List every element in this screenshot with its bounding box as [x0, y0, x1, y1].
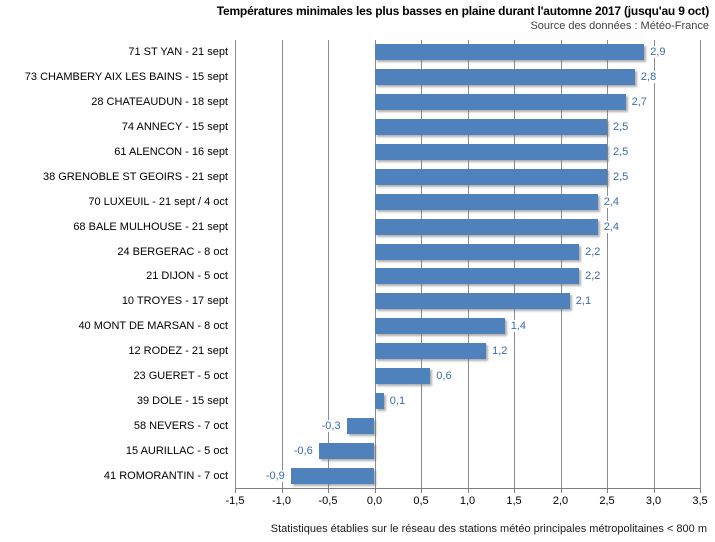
x-tick-label: 0,5: [413, 495, 429, 507]
gridline: [374, 40, 376, 488]
bar: [374, 168, 607, 185]
bar: [290, 467, 375, 484]
bar: [374, 368, 431, 384]
bar: [374, 293, 570, 310]
value-label: 2,1: [573, 295, 594, 308]
value-label: 2,5: [611, 145, 631, 158]
x-tick-mark: [653, 489, 655, 493]
category-label: 38 GRENOBLE ST GEOIRS - 21 sept: [42, 170, 228, 183]
value-label: 2,5: [611, 170, 631, 183]
x-tick-label: -1,0: [272, 495, 291, 507]
category-label: 70 LUXEUIL - 21 sept / 4 oct: [88, 195, 228, 208]
value-label: 2,2: [583, 245, 603, 258]
category-label: 39 DOLE - 15 sept: [136, 394, 228, 407]
x-tick-mark: [281, 489, 283, 493]
x-tick-mark: [700, 489, 701, 493]
chart-source: Source des données : Météo-France: [530, 20, 709, 32]
x-tick-label: 2,5: [599, 495, 615, 507]
x-tick-label: -0,5: [318, 495, 338, 507]
bar: [318, 442, 375, 459]
value-label: -0,6: [291, 444, 315, 457]
x-tick-label: 1,0: [459, 495, 476, 507]
bar: [374, 318, 505, 335]
gridline: [281, 40, 283, 488]
x-axis-line: [235, 488, 701, 489]
x-tick-mark: [421, 489, 422, 493]
gridline: [700, 40, 701, 488]
bar: [374, 343, 487, 360]
x-tick-mark: [235, 489, 236, 493]
x-tick-mark: [467, 489, 469, 493]
bar: [374, 144, 607, 160]
gridline: [235, 40, 236, 488]
value-label: 2,4: [601, 220, 621, 233]
gridline: [607, 40, 608, 488]
gridline: [421, 40, 422, 488]
category-axis: 71 ST YAN - 21 sept 73 CHAMBERY AIX LES B…: [0, 40, 235, 488]
value-label: 2,4: [601, 195, 621, 208]
category-label: 23 GUERET - 5 oct: [133, 369, 228, 382]
bar: [346, 417, 375, 434]
value-label: -0,9: [263, 469, 287, 482]
gridline: [514, 40, 515, 488]
value-label: 2,5: [611, 121, 631, 134]
x-tick-mark: [328, 489, 329, 493]
category-label: 68 BALE MULHOUSE - 21 sept: [73, 220, 228, 233]
value-label: 0,6: [434, 369, 454, 382]
bar: [374, 218, 598, 235]
category-label: 41 ROMORANTIN - 7 oct: [103, 469, 228, 482]
bar: [374, 268, 580, 285]
value-label: 2,7: [629, 96, 649, 109]
category-label: 58 NEVERS - 7 oct: [133, 419, 228, 432]
category-label: 21 DIJON - 5 oct: [146, 270, 228, 283]
plot-area: 2,9 2,8 2,7 2,5 2,5 2,5 2,4 2,4 2,2 2,2 2,1 1,4 1,2 0…: [235, 40, 701, 488]
category-label: 15 AURILLAC - 5 oct: [125, 444, 228, 457]
category-label: 73 CHAMBERY AIX LES BAINS - 15 sept: [24, 71, 228, 84]
category-label: 40 MONT DE MARSAN - 8 oct: [78, 320, 228, 333]
x-tick-label: 3,5: [692, 495, 708, 507]
x-tick-mark: [560, 489, 562, 493]
bar: [374, 69, 635, 86]
chart-title: Températures minimales les plus basses e…: [216, 4, 709, 18]
value-label: 2,8: [638, 71, 659, 84]
x-tick-mark: [607, 489, 608, 493]
value-label: 0,1: [387, 394, 408, 407]
bar: [374, 392, 384, 409]
gridline: [328, 40, 329, 488]
bar: [374, 119, 607, 136]
x-tick-label: 0,0: [366, 495, 383, 507]
value-label: -0,3: [319, 419, 343, 432]
category-label: 61 ALENCON - 16 sept: [114, 145, 228, 158]
gridline: [653, 40, 655, 488]
gridline: [560, 40, 562, 488]
bar: [374, 94, 626, 111]
footer-note: Statistiques établies sur le réseau des …: [270, 523, 707, 535]
category-label: 24 BERGERAC - 8 oct: [117, 245, 228, 258]
category-label: 28 CHATEAUDUN - 18 sept: [91, 96, 228, 109]
value-label: 1,4: [508, 320, 528, 333]
x-tick-label: 3,0: [645, 495, 662, 507]
bar: [374, 193, 598, 210]
x-tick-label: 1,5: [506, 495, 522, 507]
category-label: 10 TROYES - 17 sept: [121, 295, 228, 308]
value-label: 1,2: [490, 345, 510, 358]
category-label: 71 ST YAN - 21 sept: [128, 46, 228, 59]
value-label: 2,2: [583, 270, 603, 283]
bar: [374, 44, 645, 61]
category-label: 74 ANNECY - 15 sept: [121, 121, 228, 134]
x-tick-label: -1,5: [225, 495, 245, 507]
x-tick-label: 2,0: [552, 495, 569, 507]
value-label: 2,9: [648, 46, 668, 59]
category-label: 12 RODEZ - 21 sept: [128, 345, 228, 358]
x-tick-mark: [514, 489, 515, 493]
x-tick-mark: [374, 489, 376, 493]
gridline: [467, 40, 469, 488]
bar: [374, 243, 580, 260]
chart-header: Températures minimales les plus basses e…: [0, 4, 709, 33]
